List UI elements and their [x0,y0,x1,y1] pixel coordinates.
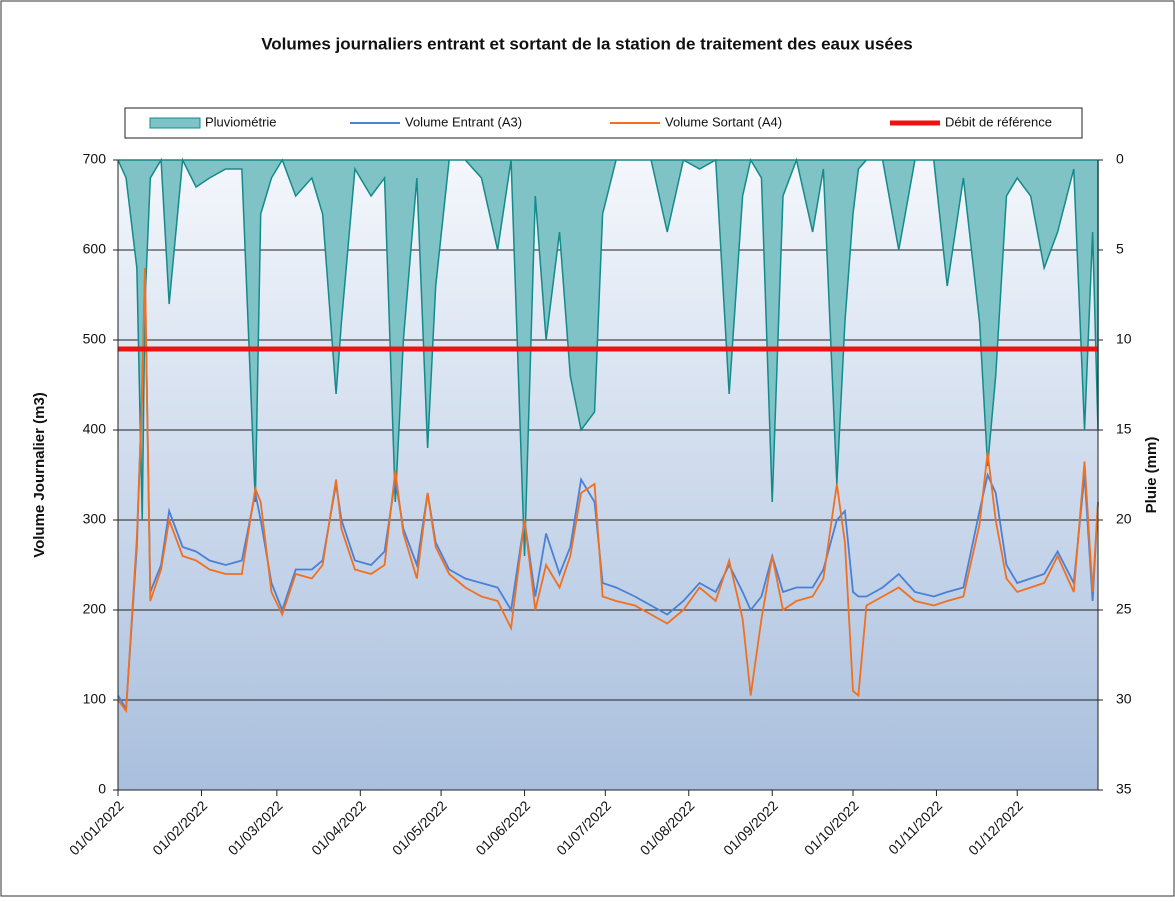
plot-area [118,160,1098,790]
y-tick-label: 0 [98,781,106,797]
y2-axis-title: Pluie (mm) [1143,437,1160,514]
y2-tick-label: 35 [1116,781,1132,797]
legend-label: Pluviométrie [205,114,277,129]
y2-tick-label: 0 [1116,151,1124,167]
legend-swatch [149,117,201,129]
legend-label: Volume Sortant (A4) [665,114,782,129]
series-line [117,272,1099,712]
y2-tick-label: 20 [1116,511,1132,527]
y2-tick-label: 5 [1116,241,1124,257]
y2-tick-label: 15 [1116,421,1132,437]
y2-tick-label: 30 [1116,691,1132,707]
legend-label: Volume Entrant (A3) [405,114,522,129]
y2-tick-label: 10 [1116,331,1132,347]
y-tick-label: 700 [83,151,107,167]
chart-title: Volumes journaliers entrant et sortant d… [261,34,913,53]
y2-tick-label: 25 [1116,601,1132,617]
y-tick-label: 300 [83,511,107,527]
y-axis-title: Volume Journalier (m3) [31,392,48,558]
series-line [117,267,1099,714]
y-tick-label: 200 [83,601,107,617]
legend: Pluviométrie Volume Entrant (A3) Volume So… [124,107,1083,139]
y-tick-label: 400 [83,421,107,437]
y-tick-label: 100 [83,691,107,707]
legend-label: Débit de référence [945,114,1052,129]
y-tick-label: 600 [83,241,107,257]
rain-area [116,157,1099,557]
y-tick-label: 500 [83,331,107,347]
